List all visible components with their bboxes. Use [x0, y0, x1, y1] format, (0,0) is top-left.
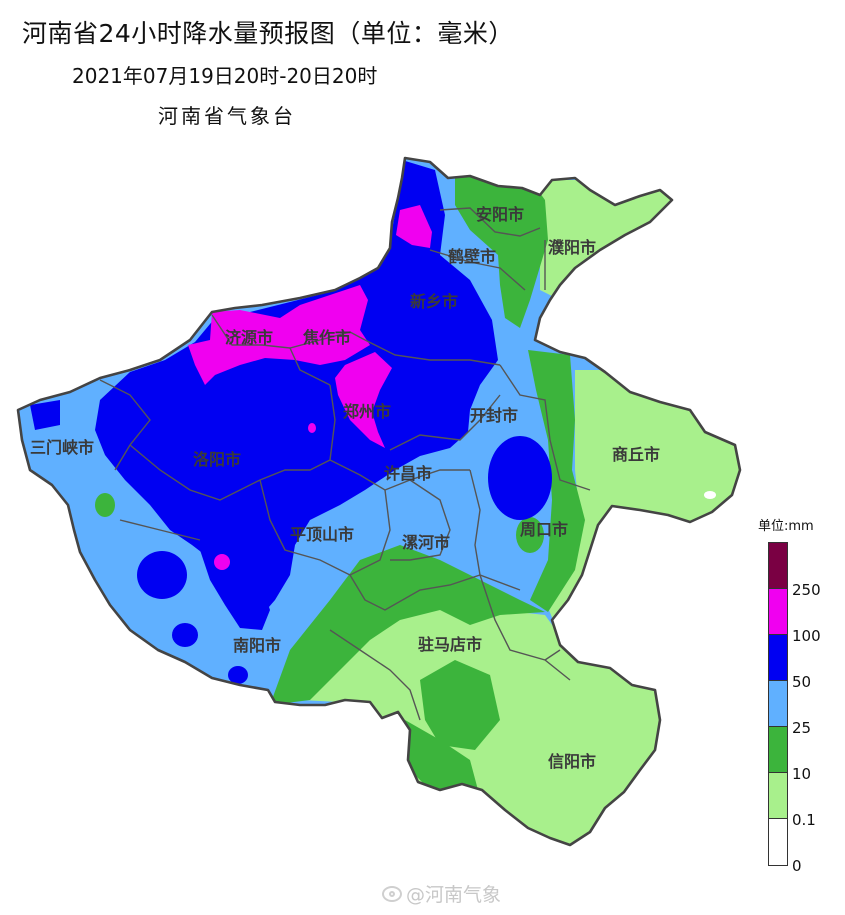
city-label-zhumadian: 驻马店市 [418, 635, 482, 654]
city-label-xuchang: 许昌市 [384, 464, 432, 483]
rain-zone-50-100-zhoukou-lobe [488, 436, 552, 520]
city-label-puyang: 濮阳市 [548, 238, 596, 257]
legend-swatch-0 [769, 819, 787, 865]
legend-swatch-10 [769, 727, 787, 773]
city-label-zhengzhou: 郑州市 [343, 402, 391, 421]
map-title: 河南省24小时降水量预报图（单位：毫米） [22, 19, 514, 48]
rain-zone-10-25-west-spot [95, 493, 115, 517]
city-label-sanmenxia: 三门峡市 [30, 438, 94, 457]
precipitation-legend: 单位:mm 250 100 50 25 10 0.1 0 [758, 515, 843, 890]
weibo-icon [382, 885, 402, 902]
legend-swatch-100 [769, 589, 787, 635]
legend-label-25: 25 [792, 719, 812, 737]
city-label-jiaozuo: 焦作市 [302, 328, 351, 347]
city-boundaries [99, 207, 591, 721]
rain-zone-50-100-main [95, 160, 498, 618]
legend-swatch-250 [769, 543, 787, 589]
issuing-agency: 河南省气象台 [158, 104, 296, 128]
rain-zone-50-100-nanyang-spot [137, 551, 187, 599]
legend-label-250: 250 [792, 581, 821, 599]
city-label-kaifeng: 开封市 [470, 406, 518, 425]
city-label-luohe: 漯河市 [402, 533, 450, 552]
city-labels: 安阳市 鹤壁市 濮阳市 新乡市 济源市 焦作市 三门峡市 洛阳市 郑州市 开封市… [30, 205, 660, 771]
rain-zone-50-100-west-edge [30, 400, 60, 430]
rain-zone-100-250-zhengzhou [335, 352, 392, 448]
rain-zone-10-25-zhoukou-spot [516, 517, 544, 553]
legend-title: 单位:mm [758, 519, 814, 534]
rain-zone-50-100-nanyang-spot-2 [172, 623, 198, 647]
legend-label-0.1: 0.1 [792, 811, 816, 829]
rain-zone-100-250-anyang [396, 205, 432, 248]
rain-zone-50-100-nanyang-spot-3 [228, 666, 248, 684]
rain-zone-10-25-zhumadian [420, 660, 500, 750]
city-label-shangqiu: 商丘市 [612, 445, 660, 464]
rain-zone-50-100-southwest-lobe [200, 550, 270, 630]
city-label-hebi: 鹤壁市 [448, 247, 496, 266]
legend-label-0: 0 [792, 857, 802, 875]
legend-label-50: 50 [792, 673, 812, 691]
rain-zone-10-25-southwest-strip [405, 720, 478, 795]
forecast-period: 2021年07月19日20时-20日20时 [72, 64, 378, 88]
watermark-text: @河南气象 [406, 884, 502, 906]
city-label-pingdingshan: 平顶山市 [290, 525, 354, 544]
rain-zone-0.1-10-east [545, 370, 740, 625]
city-label-luoyang: 洛阳市 [193, 450, 241, 469]
city-label-xinyang: 信阳市 [548, 752, 596, 771]
rain-zone-100-250-spot-2 [308, 423, 316, 433]
legend-swatch-25 [769, 681, 787, 727]
legend-label-100: 100 [792, 627, 821, 645]
legend-color-bar [768, 542, 788, 866]
city-label-xinxiang: 新乡市 [410, 292, 458, 311]
rain-zone-100-250-jiyuan-jiaozuo [188, 285, 370, 385]
henan-province-outline [16, 156, 742, 847]
rain-zone-10-25-south-band [270, 545, 545, 705]
legend-label-10: 10 [792, 765, 812, 783]
legend-swatch-50 [769, 635, 787, 681]
city-label-zhoukou: 周口市 [520, 520, 568, 539]
rain-zone-100-250-spot [214, 554, 230, 570]
legend-swatch-0.1 [769, 773, 787, 819]
city-label-jiyuan: 济源市 [225, 328, 273, 347]
city-label-nanyang: 南阳市 [233, 636, 281, 655]
city-label-anyang: 安阳市 [476, 205, 524, 224]
rain-zone-0-spot [704, 491, 716, 499]
rain-zone-10-25-east-band [528, 350, 585, 612]
weibo-watermark: @河南气象 [382, 880, 501, 907]
